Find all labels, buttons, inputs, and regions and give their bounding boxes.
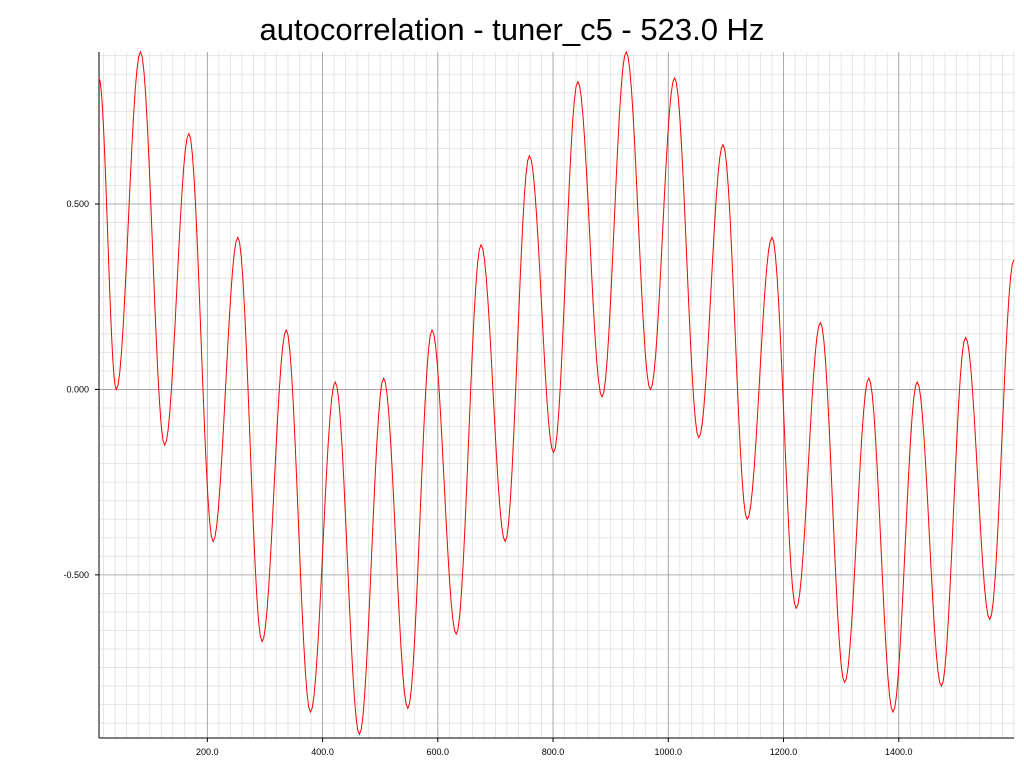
x-tick-label: 200.0 (196, 747, 219, 757)
major-gridlines (99, 52, 1014, 738)
autocorrelation-line (98, 50, 1015, 736)
x-tick-label: 1000.0 (655, 747, 683, 757)
x-tick-label: 1200.0 (770, 747, 798, 757)
x-tick-label: 1400.0 (885, 747, 913, 757)
x-tick-label: 600.0 (427, 747, 450, 757)
x-tick-labels: 200.0 400.0 600.0 800.0 1000.0 1200.0 1400.0 (196, 747, 912, 757)
series-layer (98, 50, 1015, 736)
axes (95, 52, 1014, 742)
y-tick-labels: -0.500 0.000 0.500 (63, 199, 89, 580)
minor-gridlines (99, 52, 1015, 738)
chart-title: autocorrelation - tuner_c5 - 523.0 Hz (259, 12, 765, 47)
y-tick-label: -0.500 (63, 570, 89, 580)
x-tick-label: 400.0 (311, 747, 334, 757)
y-tick-label: 0.000 (66, 384, 89, 394)
x-tick-label: 800.0 (542, 747, 565, 757)
y-tick-label: 0.500 (66, 199, 89, 209)
